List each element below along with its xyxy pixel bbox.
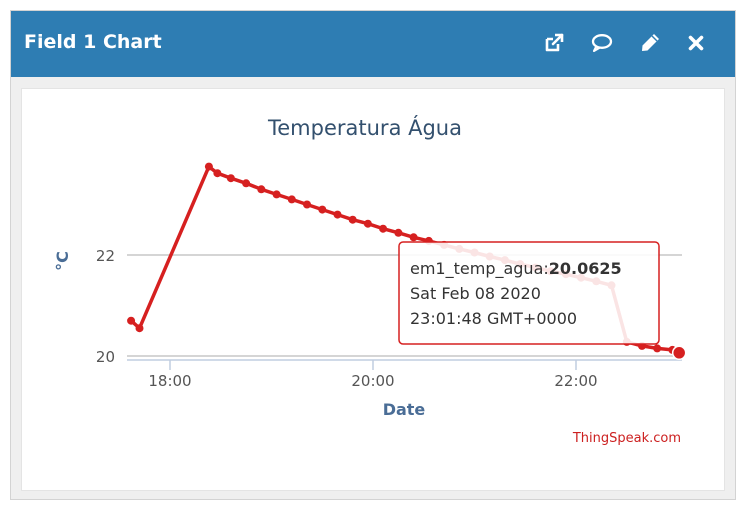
chart-panel: Temperatura Água 22 20 18:00 20:00 22:00… bbox=[21, 88, 725, 491]
tooltip-time: 23:01:48 GMT+0000 bbox=[410, 309, 577, 328]
data-point[interactable] bbox=[287, 195, 296, 204]
data-point-hovered[interactable] bbox=[671, 345, 687, 361]
data-point[interactable] bbox=[363, 219, 372, 228]
credit-link[interactable]: ThingSpeak.com bbox=[572, 431, 681, 446]
external-link-icon[interactable] bbox=[541, 30, 567, 56]
x-tick-label: 18:00 bbox=[148, 372, 191, 390]
data-point[interactable] bbox=[394, 228, 403, 237]
data-point[interactable] bbox=[226, 174, 235, 183]
widget-header: Field 1 Chart bbox=[11, 11, 735, 77]
data-point[interactable] bbox=[318, 205, 327, 214]
tooltip-value: 20.0625 bbox=[549, 259, 622, 278]
comment-icon[interactable] bbox=[589, 30, 615, 56]
tooltip-box bbox=[398, 241, 660, 345]
data-point[interactable] bbox=[379, 224, 388, 233]
x-axis-title: Date bbox=[383, 400, 426, 419]
tooltip-series-label: em1_temp_agua: bbox=[410, 259, 549, 279]
data-point[interactable] bbox=[213, 169, 222, 178]
y-tick-label: 22 bbox=[96, 247, 115, 265]
data-point[interactable] bbox=[272, 190, 281, 199]
data-point[interactable] bbox=[135, 324, 144, 333]
x-tick-label: 20:00 bbox=[351, 372, 394, 390]
data-point[interactable] bbox=[303, 200, 311, 209]
tooltip-line-1: em1_temp_agua:20.0625 bbox=[410, 259, 622, 279]
data-point[interactable] bbox=[257, 185, 266, 194]
field-chart-widget: Field 1 Chart bbox=[10, 10, 736, 500]
data-point[interactable] bbox=[348, 215, 357, 224]
y-axis-title: °C bbox=[53, 251, 72, 271]
line-chart: Temperatura Água 22 20 18:00 20:00 22:00… bbox=[53, 115, 687, 446]
data-point[interactable] bbox=[204, 162, 213, 171]
y-tick-label: 20 bbox=[96, 348, 115, 366]
pencil-icon[interactable] bbox=[637, 30, 663, 56]
chart-title: Temperatura Água bbox=[267, 115, 462, 140]
x-tick-label: 22:00 bbox=[554, 372, 597, 390]
data-point[interactable] bbox=[242, 179, 251, 188]
hover-marker-group bbox=[671, 345, 687, 361]
close-icon[interactable] bbox=[683, 30, 709, 56]
widget-title: Field 1 Chart bbox=[24, 31, 162, 53]
data-point[interactable] bbox=[409, 233, 418, 242]
data-point[interactable] bbox=[653, 344, 662, 353]
tooltip: em1_temp_agua:20.0625 Sat Feb 08 2020 23… bbox=[398, 241, 660, 345]
data-point[interactable] bbox=[333, 210, 342, 219]
data-point[interactable] bbox=[127, 316, 136, 325]
tooltip-date: Sat Feb 08 2020 bbox=[410, 284, 541, 303]
